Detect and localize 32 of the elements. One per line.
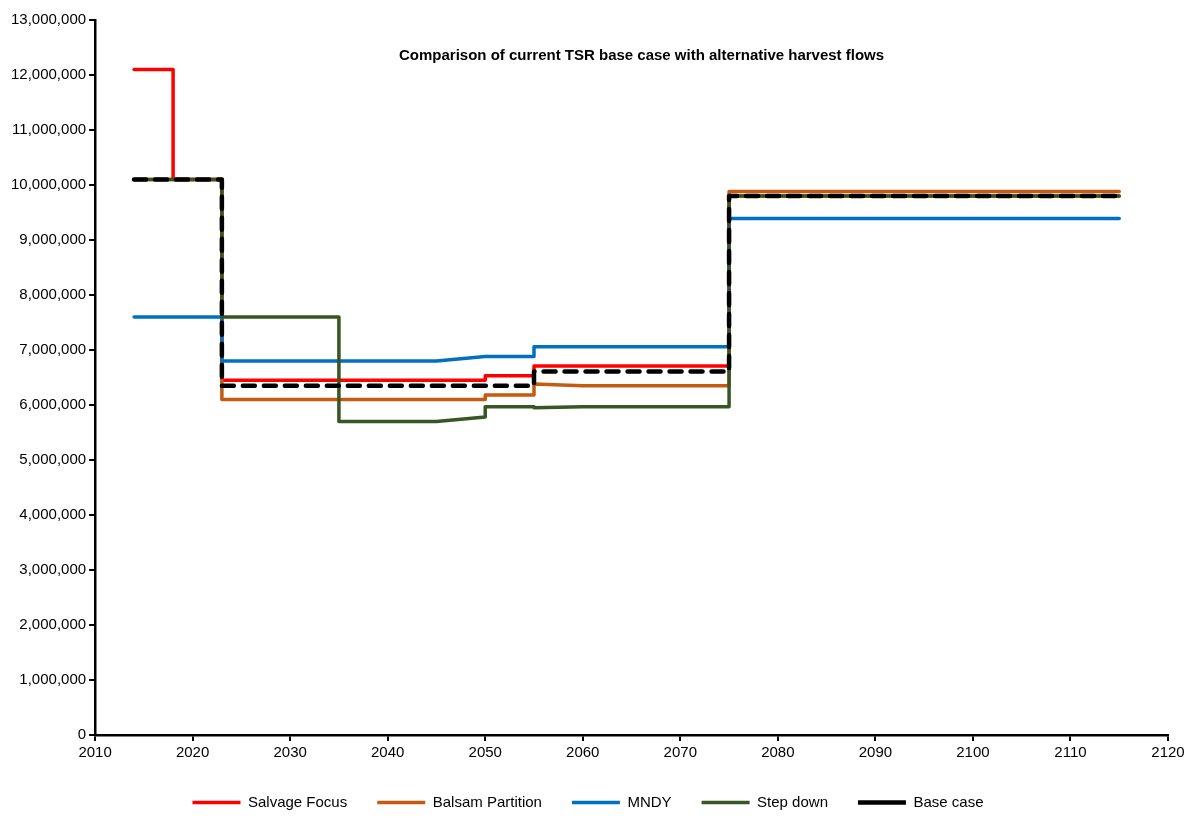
x-tick-label: 2020 <box>175 743 210 761</box>
x-tick-label: 2050 <box>468 743 502 761</box>
legend-label: Balsam Partition <box>432 792 542 810</box>
legend-label: Salvage Focus <box>247 792 348 810</box>
x-tick-label: 2100 <box>956 743 990 761</box>
y-tick-label: 10,000,000 <box>11 175 87 193</box>
y-tick-label: 2,000,000 <box>19 615 87 633</box>
y-tick-label: 4,000,000 <box>19 505 87 523</box>
legend-label: Step down <box>757 792 828 810</box>
y-tick-label: 6,000,000 <box>19 395 87 413</box>
text: Comparison of current TSR base case with alternative harvest flows <box>398 46 885 64</box>
x-tick-label: 2040 <box>371 743 405 761</box>
y-tick-label: 1,000,000 <box>19 670 87 688</box>
x-tick-label: 2090 <box>858 743 893 761</box>
y-tick-label: 3,000,000 <box>19 560 87 578</box>
x-tick-label: 2010 <box>78 743 112 761</box>
y-tick-label: 7,000,000 <box>19 340 87 358</box>
x-tick-label: 2030 <box>273 743 307 761</box>
y-tick-label: 11,000,000 <box>12 120 87 138</box>
x-tick-label: 2070 <box>663 743 697 761</box>
y-tick-label: 5,000,000 <box>19 450 87 468</box>
y-tick-label: 12,000,000 <box>11 65 87 83</box>
x-tick-label: 2060 <box>566 743 600 761</box>
x-tick-label: 2120 <box>1151 743 1185 761</box>
legend-label: MNDY <box>627 792 672 810</box>
y-tick-label: 0 <box>77 725 87 743</box>
y-tick-label: 8,000,000 <box>19 285 87 303</box>
legend-label: Base case <box>913 792 984 810</box>
x-tick-label: 2110 <box>1054 743 1087 761</box>
y-tick-label: 9,000,000 <box>19 230 87 248</box>
x-tick-label: 2080 <box>761 743 795 761</box>
y-tick-label: 13,000,000 <box>11 10 87 28</box>
